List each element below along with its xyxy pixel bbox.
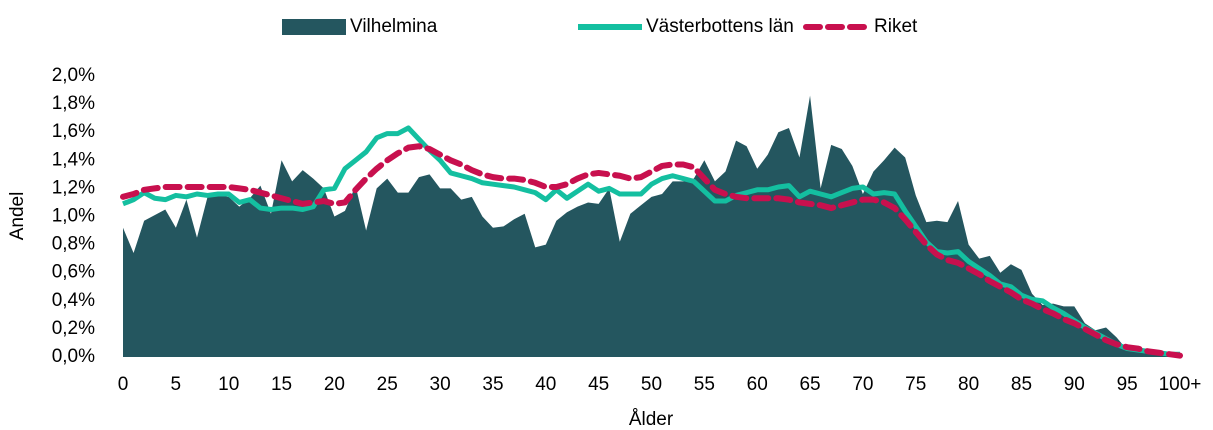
x-tick-label: 15 xyxy=(271,374,292,395)
legend-label: Riket xyxy=(874,16,918,37)
y-tick-label: 0,4% xyxy=(52,290,95,311)
y-tick-label: 0,8% xyxy=(52,234,95,255)
y-tick-label: 0,0% xyxy=(52,346,95,367)
x-tick-label: 5 xyxy=(171,374,182,395)
y-axis-label: Andel xyxy=(7,192,28,241)
x-tick-label: 50 xyxy=(641,374,662,395)
x-tick-label: 85 xyxy=(1011,374,1032,395)
x-tick-label: 40 xyxy=(535,374,556,395)
x-tick-label: 100+ xyxy=(1159,374,1202,395)
y-tick-label: 1,0% xyxy=(52,206,95,227)
x-tick-label: 75 xyxy=(905,374,926,395)
x-tick-label: 90 xyxy=(1064,374,1085,395)
x-tick-label: 25 xyxy=(377,374,398,395)
x-tick-label: 10 xyxy=(218,374,239,395)
line xyxy=(122,125,1180,357)
legend-swatch xyxy=(282,19,346,35)
x-tick-label: 55 xyxy=(694,374,715,395)
y-tick-label: 2,0% xyxy=(52,65,95,86)
y-tick-label: 0,6% xyxy=(52,262,95,283)
x-tick-label: 20 xyxy=(324,374,345,395)
x-tick-label: 45 xyxy=(588,374,609,395)
x-tick-label: 80 xyxy=(958,374,979,395)
x-tick-label: 30 xyxy=(430,374,451,395)
x-tick-label: 95 xyxy=(1117,374,1138,395)
y-tick-label: 1,2% xyxy=(52,177,95,198)
x-tick-label: 0 xyxy=(118,374,129,395)
y-tick-label: 1,4% xyxy=(52,149,95,170)
line xyxy=(120,143,1183,359)
y-tick-label: 1,6% xyxy=(52,121,95,142)
x-axis-label: Ålder xyxy=(629,409,674,430)
legend-label: Västerbottens län xyxy=(646,16,794,37)
y-tick-label: 1,8% xyxy=(52,93,95,114)
area xyxy=(123,95,1180,358)
x-tick-label: 65 xyxy=(799,374,820,395)
legend-label: Vilhelmina xyxy=(350,16,438,37)
x-tick-label: 35 xyxy=(482,374,503,395)
x-tick-label: 60 xyxy=(747,374,768,395)
x-tick-label: 70 xyxy=(852,374,873,395)
y-tick-label: 0,2% xyxy=(52,318,95,339)
